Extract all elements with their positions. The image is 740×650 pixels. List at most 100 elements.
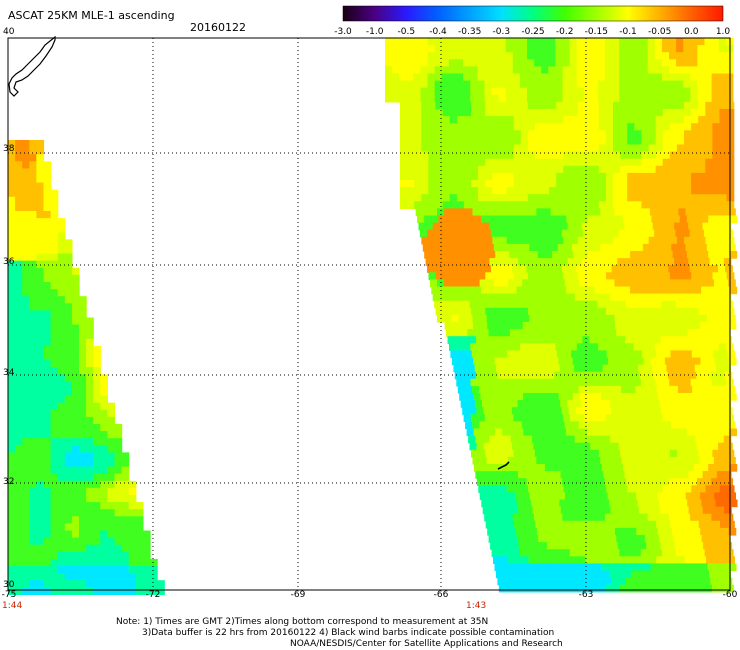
data-cell (648, 144, 657, 153)
data-cell (525, 258, 533, 266)
data-cell (563, 520, 572, 529)
data-cell (413, 38, 422, 46)
data-cell (698, 130, 706, 138)
data-cell (588, 222, 597, 231)
data-cell (714, 527, 723, 536)
data-cell (676, 584, 685, 593)
data-cell (648, 158, 657, 167)
data-cell (15, 580, 23, 588)
data-cell (556, 556, 565, 564)
data-cell (655, 137, 664, 146)
data-cell (543, 385, 551, 394)
data-cell (546, 293, 554, 302)
data-cell (704, 549, 713, 557)
data-cell (107, 573, 116, 581)
data-cell (639, 336, 647, 344)
data-cell (435, 151, 444, 160)
data-cell (569, 265, 577, 273)
data-cell (64, 544, 73, 553)
data-cell (563, 116, 571, 124)
data-cell (655, 130, 664, 138)
data-cell (421, 109, 429, 117)
data-cell (570, 116, 579, 124)
data-cell (15, 168, 23, 177)
data-cell (655, 201, 664, 209)
data-cell (534, 180, 543, 188)
data-cell (669, 201, 678, 209)
data-cell (620, 449, 628, 458)
data-cell (702, 435, 711, 444)
data-cell (613, 180, 621, 188)
data-cell (495, 286, 503, 295)
data-cell (528, 385, 537, 394)
data-cell (482, 435, 490, 444)
data-cell (481, 251, 489, 259)
data-cell (548, 38, 556, 46)
data-cell (676, 38, 684, 46)
colorbar-label: -0.5 (397, 27, 416, 37)
data-cell (576, 59, 585, 67)
data-cell (541, 66, 549, 75)
data-cell (627, 201, 635, 209)
data-cell (517, 570, 525, 579)
data-cell (535, 556, 544, 564)
data-cell (492, 165, 500, 174)
data-cell (552, 329, 561, 337)
data-cell (569, 73, 578, 82)
data-cell (686, 286, 695, 295)
data-cell (43, 296, 52, 304)
data-cell (721, 456, 729, 465)
data-cell (469, 229, 478, 238)
data-cell (36, 367, 45, 375)
data-cell (476, 265, 485, 273)
data-cell (598, 66, 606, 75)
data-cell (719, 130, 728, 138)
data-cell (580, 535, 589, 543)
data-cell (465, 322, 474, 330)
data-cell (64, 487, 73, 496)
data-cell (516, 251, 525, 259)
data-cell (684, 187, 692, 195)
data-cell (591, 187, 600, 195)
data-cell (661, 87, 670, 96)
data-cell (647, 94, 656, 103)
data-cell (100, 509, 108, 517)
data-cell (619, 52, 627, 60)
data-cell (721, 527, 730, 536)
data-cell (446, 329, 454, 337)
data-cell (631, 400, 639, 408)
data-cell (421, 137, 429, 146)
data-cell (535, 236, 543, 245)
data-cell (605, 151, 614, 160)
data-cell (531, 329, 539, 337)
data-cell (459, 215, 468, 224)
data-cell (57, 445, 66, 453)
data-cell (8, 154, 16, 162)
data-cell (8, 246, 16, 255)
data-cell (508, 527, 517, 536)
data-cell (414, 144, 422, 153)
data-cell (577, 485, 586, 493)
data-cell (559, 215, 567, 224)
data-cell (698, 520, 707, 529)
data-cell (694, 570, 703, 579)
data-cell (64, 367, 73, 375)
data-cell (643, 563, 652, 572)
data-cell (435, 158, 444, 167)
data-cell (36, 225, 45, 233)
data-cell (495, 329, 504, 337)
data-cell (36, 523, 45, 532)
data-cell (513, 201, 522, 209)
data-cell (503, 400, 511, 408)
data-cell (444, 243, 452, 252)
data-cell (584, 151, 593, 160)
data-cell (629, 322, 637, 330)
data-cell (579, 314, 587, 323)
data-cell (706, 208, 715, 217)
data-cell (664, 208, 672, 217)
data-cell (682, 371, 690, 380)
data-cell (668, 300, 677, 309)
data-cell (684, 130, 692, 138)
data-cell (22, 253, 30, 262)
data-cell (114, 480, 123, 489)
